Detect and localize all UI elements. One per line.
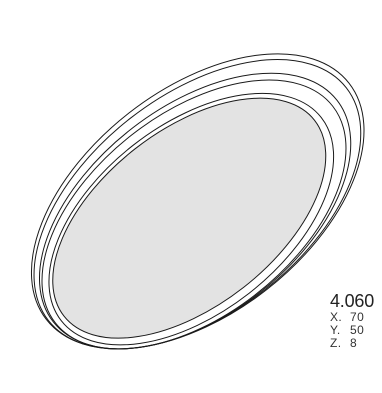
dimension-z-label: Z. [330,336,342,350]
product-info: 4.060 X. 70 Y. 50 Z. 8 [330,292,382,350]
dimension-z: Z. 8 [330,337,382,350]
frame-lip-2 [41,79,347,350]
dimension-y-value: 50 [350,323,365,337]
dimension-z-value: 8 [350,336,358,350]
mirror-rim [48,92,335,346]
product-code: 4.060 [330,292,375,311]
mirror-glass [52,97,327,339]
dimension-x-value: 70 [350,310,365,324]
dimension-y-label: Y. [330,323,341,337]
frame-lip [38,72,352,350]
dimension-x-label: X. [330,310,343,324]
dimension-y: Y. 50 [330,324,382,337]
dimension-x: X. 70 [330,311,382,324]
